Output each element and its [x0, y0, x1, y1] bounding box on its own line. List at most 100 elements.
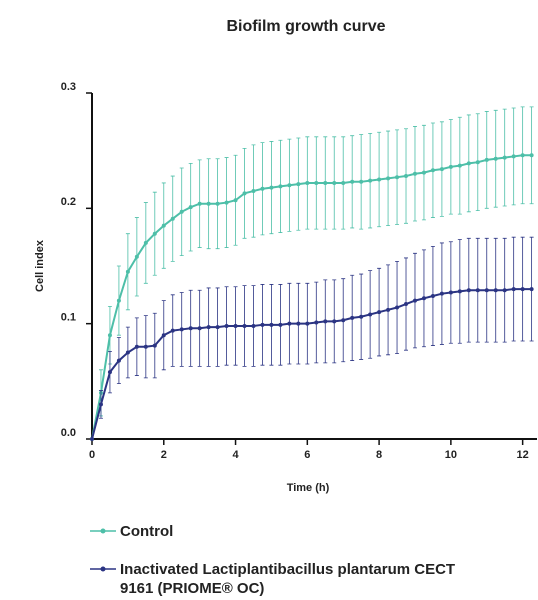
data-point — [269, 322, 274, 327]
data-point — [520, 153, 525, 158]
data-point — [323, 180, 328, 185]
y-tick-label: 0.0 — [61, 427, 76, 439]
data-point — [188, 326, 193, 331]
data-point — [430, 168, 435, 173]
x-tick-label: 12 — [517, 449, 529, 461]
data-point — [242, 191, 247, 196]
data-point — [206, 201, 211, 206]
legend-item: Control — [90, 522, 510, 541]
data-point — [278, 184, 283, 189]
chart-title: Biofilm growth curve — [226, 18, 385, 35]
data-point — [197, 326, 202, 331]
data-point — [215, 201, 220, 206]
data-point — [296, 321, 301, 326]
data-point — [332, 180, 337, 185]
data-point — [448, 164, 453, 169]
y-tick-label: 0.3 — [61, 81, 76, 93]
data-point — [134, 254, 139, 259]
data-point — [395, 175, 400, 180]
data-point — [233, 323, 238, 328]
data-point — [251, 323, 256, 328]
legend-item: Inactivated Lactiplantibacillus plantaru… — [90, 560, 510, 598]
data-point — [197, 201, 202, 206]
data-point — [143, 344, 148, 349]
legend-swatch — [90, 566, 116, 572]
data-point — [107, 370, 112, 375]
data-point — [511, 154, 516, 159]
data-point — [448, 290, 453, 295]
x-tick-label: 10 — [445, 449, 457, 461]
data-point — [305, 180, 310, 185]
data-point — [475, 288, 480, 293]
x-axis-label: Time (h) — [287, 482, 330, 494]
data-point — [493, 288, 498, 293]
data-point — [341, 318, 346, 323]
data-point — [107, 333, 112, 338]
data-point — [296, 182, 301, 187]
series-line — [91, 288, 532, 440]
data-point — [305, 321, 310, 326]
data-point — [125, 269, 130, 274]
data-point — [529, 287, 534, 292]
data-point — [466, 161, 471, 166]
x-tick-label: 2 — [161, 449, 167, 461]
x-tick-label: 0 — [89, 449, 95, 461]
data-point — [368, 312, 373, 317]
data-point — [206, 325, 211, 330]
data-point — [350, 315, 355, 320]
legend-label: Control — [120, 523, 174, 540]
data-point — [260, 322, 265, 327]
data-point — [395, 305, 400, 310]
legend-swatch — [90, 528, 116, 534]
data-point — [278, 322, 283, 327]
data-point — [251, 189, 256, 194]
data-point — [484, 157, 489, 162]
data-point — [368, 178, 373, 183]
data-point — [412, 298, 417, 303]
data-point — [125, 350, 130, 355]
series-line — [91, 154, 532, 440]
data-point — [260, 186, 265, 191]
data-point — [233, 198, 238, 203]
data-point — [341, 180, 346, 185]
data-point — [404, 302, 409, 307]
data-point — [224, 200, 229, 205]
data-point — [98, 402, 103, 407]
data-point — [386, 176, 391, 181]
data-point — [116, 358, 121, 363]
data-point — [502, 288, 507, 293]
data-point — [170, 216, 175, 221]
data-point — [152, 231, 157, 236]
data-point — [412, 171, 417, 176]
data-point — [152, 343, 157, 348]
data-point — [215, 325, 220, 330]
data-point — [484, 288, 489, 293]
data-point — [439, 291, 444, 296]
x-tick-label: 4 — [232, 449, 239, 461]
data-point — [314, 320, 319, 325]
legend-label: Inactivated Lactiplantibacillus plantaru… — [120, 561, 456, 597]
data-point — [116, 298, 121, 303]
data-point — [90, 437, 94, 441]
data-point — [161, 333, 166, 338]
data-point — [511, 287, 516, 292]
data-point — [421, 170, 426, 175]
data-point — [377, 310, 382, 315]
data-point — [188, 205, 193, 210]
data-point — [161, 223, 166, 228]
data-point — [287, 183, 292, 188]
x-tick-label: 6 — [304, 449, 310, 461]
y-tick-label: 0.2 — [61, 196, 76, 208]
data-point — [457, 289, 462, 294]
data-point — [323, 319, 328, 324]
data-point — [359, 179, 364, 184]
data-point — [224, 323, 229, 328]
data-point — [170, 328, 175, 333]
data-point — [377, 177, 382, 182]
data-point — [314, 180, 319, 185]
data-point — [520, 287, 525, 292]
y-tick-label: 0.1 — [61, 312, 76, 324]
chart: Biofilm growth curve Cell index Time (h)… — [34, 18, 537, 494]
data-point — [404, 174, 409, 179]
